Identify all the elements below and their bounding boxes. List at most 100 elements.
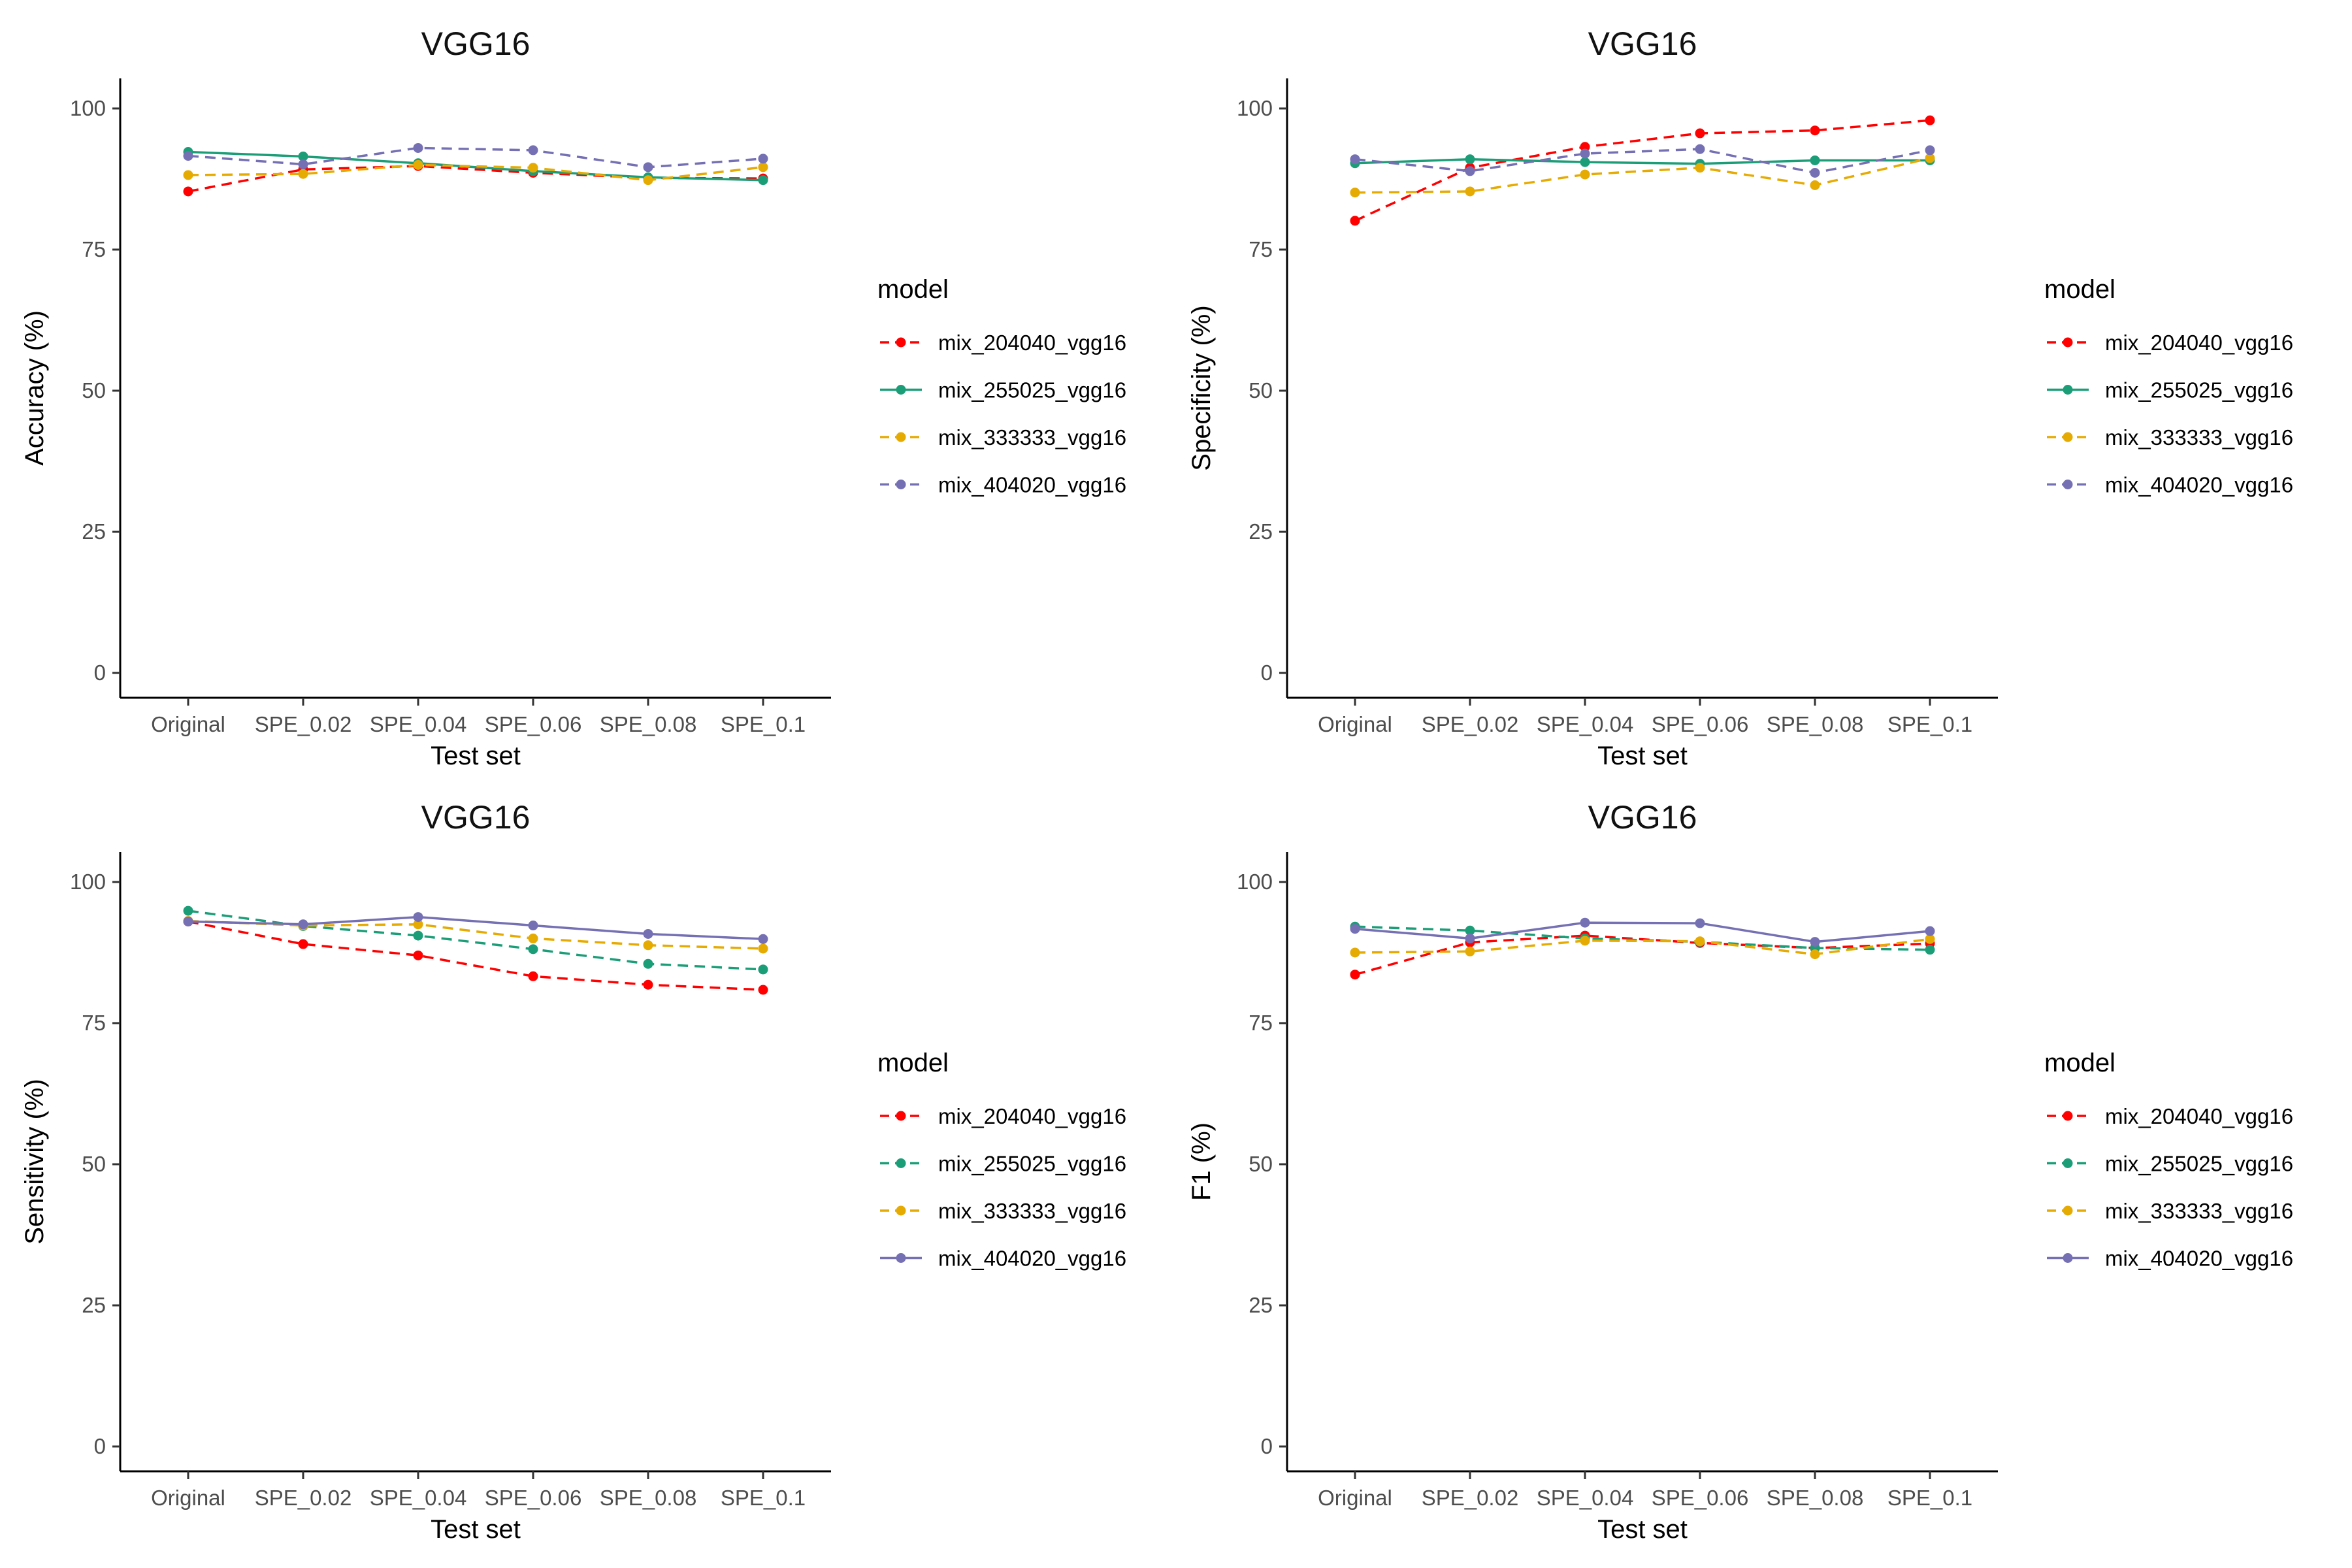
data-point xyxy=(1465,933,1475,943)
legend-key-point xyxy=(896,1253,906,1263)
y-axis-title: Specificity (%) xyxy=(1187,305,1216,470)
panel-1: VGG16 0 25 50 75 100 Original SPE_0.02 SPE_0.04 S… xyxy=(20,25,1126,770)
data-point xyxy=(1925,153,1935,163)
y-tick-label: 25 xyxy=(1249,1293,1273,1317)
data-point xyxy=(758,964,768,975)
x-tick-label: SPE_0.02 xyxy=(255,712,352,736)
data-point xyxy=(758,985,768,995)
legend-label: mix_255025_vgg16 xyxy=(938,378,1126,402)
data-point xyxy=(1810,937,1820,947)
panel-2: VGG16 0 25 50 75 100 Original SPE_0.02 SPE_0.04 S… xyxy=(1187,25,2293,770)
legend-key-point xyxy=(2063,1205,2073,1216)
data-point xyxy=(1465,946,1475,956)
legend-label: mix_255025_vgg16 xyxy=(938,1152,1126,1176)
y-tick-label: 75 xyxy=(1249,237,1273,261)
series-line xyxy=(188,163,764,182)
data-point xyxy=(528,163,538,173)
series-line xyxy=(1354,921,1931,943)
data-point xyxy=(1925,945,1935,955)
chart-title: VGG16 xyxy=(421,25,531,62)
x-tick-label: SPE_0.08 xyxy=(1767,712,1864,736)
series-line xyxy=(188,909,764,971)
legend-label: mix_333333_vgg16 xyxy=(938,1199,1126,1223)
y-tick-label: 50 xyxy=(82,378,106,402)
y-tick-label: 75 xyxy=(82,1011,106,1035)
data-point xyxy=(1350,947,1360,958)
legend-label: mix_404020_vgg16 xyxy=(2105,473,2293,497)
data-point xyxy=(643,979,653,990)
y-tick-label: 25 xyxy=(82,1293,106,1317)
y-tick-label: 25 xyxy=(1249,519,1273,544)
y-tick-label: 50 xyxy=(1249,1152,1273,1176)
legend-key-point xyxy=(2063,1158,2073,1168)
data-point xyxy=(528,944,538,955)
legend-label: mix_204040_vgg16 xyxy=(2105,1104,2293,1128)
data-point xyxy=(298,169,308,179)
x-tick-label: SPE_0.06 xyxy=(1652,712,1749,736)
y-axis-title: F1 (%) xyxy=(1187,1122,1216,1201)
y-tick-label: 0 xyxy=(1261,661,1273,685)
legend-label: mix_204040_vgg16 xyxy=(938,1104,1126,1128)
y-tick-label: 50 xyxy=(82,1152,106,1176)
data-point xyxy=(1695,144,1705,154)
x-tick-label: Original xyxy=(1318,712,1392,736)
data-point xyxy=(758,154,768,164)
x-tick-label: Original xyxy=(151,1486,225,1510)
data-point xyxy=(528,145,538,155)
x-tick-label: SPE_0.08 xyxy=(600,712,697,736)
data-point xyxy=(528,971,538,981)
y-axis-title: Accuracy (%) xyxy=(20,310,49,466)
data-point xyxy=(1465,186,1475,197)
data-point xyxy=(183,186,193,197)
data-point xyxy=(298,939,308,949)
x-tick-label: SPE_0.1 xyxy=(1887,712,1972,736)
data-point xyxy=(1810,167,1820,178)
series-line xyxy=(188,919,764,950)
legend-key-point xyxy=(2063,1253,2073,1263)
data-point xyxy=(413,919,423,930)
legend-label: mix_333333_vgg16 xyxy=(938,425,1126,449)
legend-label: mix_255025_vgg16 xyxy=(2105,1152,2293,1176)
x-axis-title: Test set xyxy=(1597,1515,1688,1544)
data-point xyxy=(183,916,193,926)
y-tick-label: 25 xyxy=(82,519,106,544)
series-line xyxy=(1354,158,1930,165)
series-line xyxy=(188,920,764,991)
legend: model mix_204040_vgg16 mix_255025_vgg16mix… xyxy=(2044,1049,2293,1271)
x-tick-label: SPE_0.06 xyxy=(1652,1486,1749,1510)
series-mix_333333_vgg16 xyxy=(183,159,768,186)
data-point xyxy=(528,933,538,943)
series-mix_204040_vgg16 xyxy=(183,916,768,995)
y-tick-label: 50 xyxy=(1249,378,1273,402)
x-tick-label: SPE_0.08 xyxy=(600,1486,697,1510)
data-point xyxy=(1580,936,1590,946)
legend-key-point xyxy=(2063,432,2073,442)
x-axis-title: Test set xyxy=(431,742,521,770)
series-mix_404020_vgg16 xyxy=(1350,144,1935,178)
data-point xyxy=(1580,148,1590,159)
series-line xyxy=(1354,938,1931,956)
data-point xyxy=(1350,216,1360,226)
legend: model mix_204040_vgg16 mix_255025_vgg16mix… xyxy=(2044,275,2293,497)
data-point xyxy=(1925,934,1935,944)
data-point xyxy=(643,928,653,939)
data-point xyxy=(1580,142,1590,152)
data-point xyxy=(183,151,193,161)
x-tick-label: SPE_0.06 xyxy=(485,1486,582,1510)
data-point xyxy=(1695,128,1705,139)
data-point xyxy=(1465,166,1475,176)
chart-title: VGG16 xyxy=(1588,799,1697,836)
x-tick-label: SPE_0.04 xyxy=(1537,712,1634,736)
x-tick-label: SPE_0.06 xyxy=(485,712,582,736)
data-point xyxy=(1925,926,1935,936)
series-line xyxy=(1354,925,1931,951)
x-axis-title: Test set xyxy=(431,1515,521,1544)
data-point xyxy=(1810,125,1820,136)
legend-key-point xyxy=(2063,480,2073,489)
x-tick-label: SPE_0.08 xyxy=(1767,1486,1864,1510)
chart-title: VGG16 xyxy=(421,799,531,836)
data-point xyxy=(1925,115,1935,125)
data-point xyxy=(1695,918,1705,928)
data-point xyxy=(528,921,538,931)
